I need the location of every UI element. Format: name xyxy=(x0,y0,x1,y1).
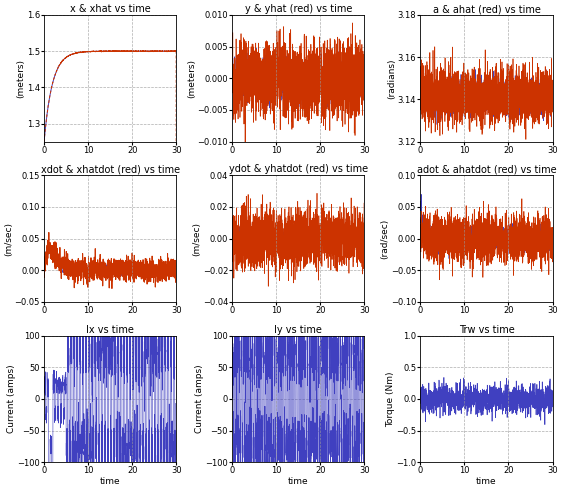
X-axis label: time: time xyxy=(100,477,120,486)
Title: adot & ahatdot (red) vs time: adot & ahatdot (red) vs time xyxy=(416,165,556,174)
Y-axis label: (m/sec): (m/sec) xyxy=(4,221,13,256)
Title: xdot & xhatdot (red) vs time: xdot & xhatdot (red) vs time xyxy=(40,165,180,174)
Title: y & yhat (red) vs time: y & yhat (red) vs time xyxy=(244,4,352,14)
Y-axis label: (radians): (radians) xyxy=(387,58,396,98)
Y-axis label: (meters): (meters) xyxy=(187,59,196,98)
Y-axis label: Torque (Nm): Torque (Nm) xyxy=(386,371,395,427)
Y-axis label: (meters): (meters) xyxy=(16,59,25,98)
Title: x & xhat vs time: x & xhat vs time xyxy=(70,4,151,14)
Title: ydot & yhatdot (red) vs time: ydot & yhatdot (red) vs time xyxy=(229,165,368,174)
Title: a & ahat (red) vs time: a & ahat (red) vs time xyxy=(433,4,541,14)
Y-axis label: Current (amps): Current (amps) xyxy=(7,365,16,433)
Y-axis label: Current (amps): Current (amps) xyxy=(195,365,204,433)
X-axis label: time: time xyxy=(288,477,309,486)
Title: Ix vs time: Ix vs time xyxy=(86,325,134,335)
Title: Trw vs time: Trw vs time xyxy=(459,325,514,335)
X-axis label: time: time xyxy=(476,477,497,486)
Title: Iy vs time: Iy vs time xyxy=(274,325,322,335)
Y-axis label: (rad/sec): (rad/sec) xyxy=(380,219,389,259)
Y-axis label: (m/sec): (m/sec) xyxy=(192,221,201,256)
